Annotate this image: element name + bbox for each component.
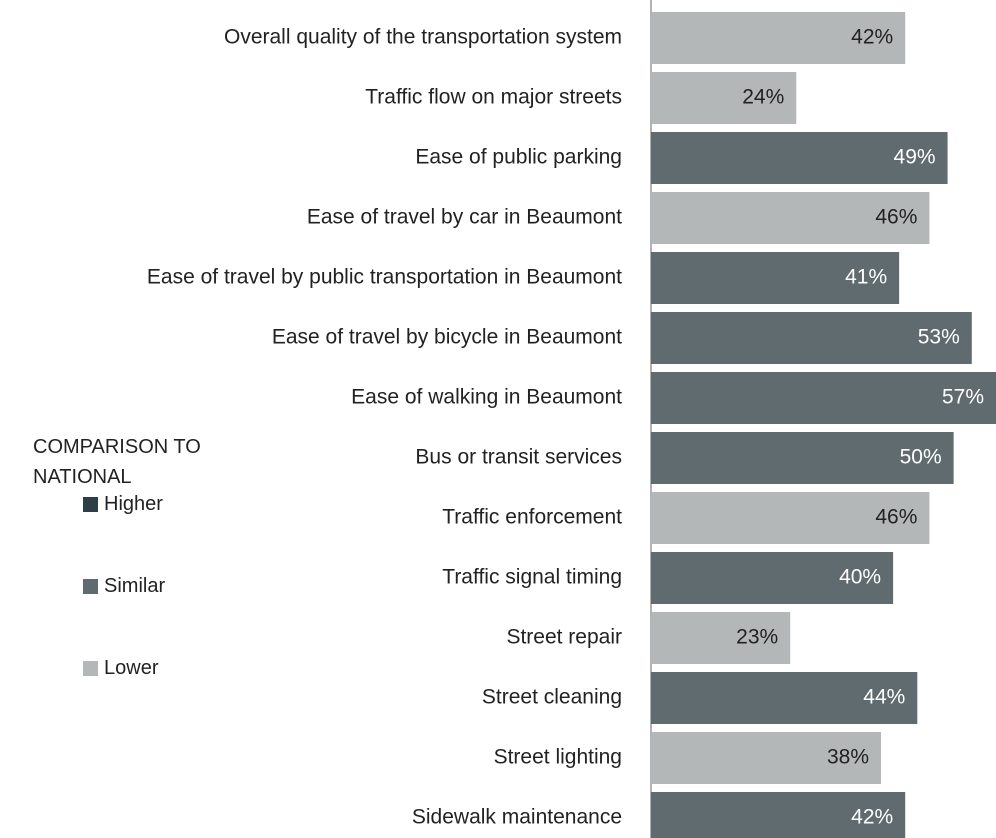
bar: [651, 672, 918, 724]
value-label: 42%: [851, 806, 893, 829]
bar: [651, 312, 972, 364]
category-label: Traffic flow on major streets: [365, 86, 622, 109]
bar: [651, 72, 797, 124]
category-label: Traffic signal timing: [442, 566, 622, 589]
bar: [651, 612, 791, 664]
value-label: 46%: [875, 506, 917, 529]
bar: [651, 252, 900, 304]
bar: [651, 192, 930, 244]
category-label: Street lighting: [494, 746, 622, 769]
legend-item: Similar: [83, 575, 165, 598]
category-label: Ease of public parking: [415, 146, 622, 169]
legend-swatch: [83, 579, 98, 594]
legend-label: Higher: [104, 493, 163, 515]
legend-label: Similar: [104, 575, 166, 597]
value-label: 50%: [900, 446, 942, 469]
value-label: 41%: [845, 266, 887, 289]
value-label: 38%: [827, 746, 869, 769]
value-label: 40%: [839, 566, 881, 589]
category-label: Sidewalk maintenance: [412, 806, 622, 829]
value-label: 49%: [894, 146, 936, 169]
bar: [651, 492, 930, 544]
value-label: 57%: [942, 386, 984, 409]
category-label: Ease of walking in Beaumont: [351, 386, 622, 409]
legend-swatch: [83, 661, 98, 676]
category-label: Bus or transit services: [415, 446, 622, 469]
value-label: 23%: [736, 626, 778, 649]
category-label: Ease of travel by bicycle in Beaumont: [272, 326, 622, 349]
bar: [651, 432, 954, 484]
value-label: 53%: [918, 326, 960, 349]
category-label: Traffic enforcement: [442, 506, 622, 529]
legend-item: Higher: [83, 493, 163, 516]
bar: [651, 12, 906, 64]
category-label: Overall quality of the transportation sy…: [224, 26, 622, 49]
bar: [651, 132, 948, 184]
value-label: 24%: [742, 86, 784, 109]
bar: [651, 552, 894, 604]
legend-swatch: [83, 497, 98, 512]
category-label: Ease of travel by public transportation …: [147, 266, 622, 289]
value-label: 44%: [863, 686, 905, 709]
value-label: 42%: [851, 26, 893, 49]
category-label: Ease of travel by car in Beaumont: [307, 206, 622, 229]
legend-item: Lower: [83, 657, 158, 680]
category-label: Street cleaning: [482, 686, 622, 709]
bar: [651, 792, 906, 838]
category-label: Street repair: [506, 626, 622, 649]
bar: [651, 732, 881, 784]
value-label: 46%: [875, 206, 917, 229]
legend-title: COMPARISON TO NATIONAL: [33, 436, 201, 488]
legend-label: Lower: [104, 657, 159, 679]
bar: [651, 372, 996, 424]
